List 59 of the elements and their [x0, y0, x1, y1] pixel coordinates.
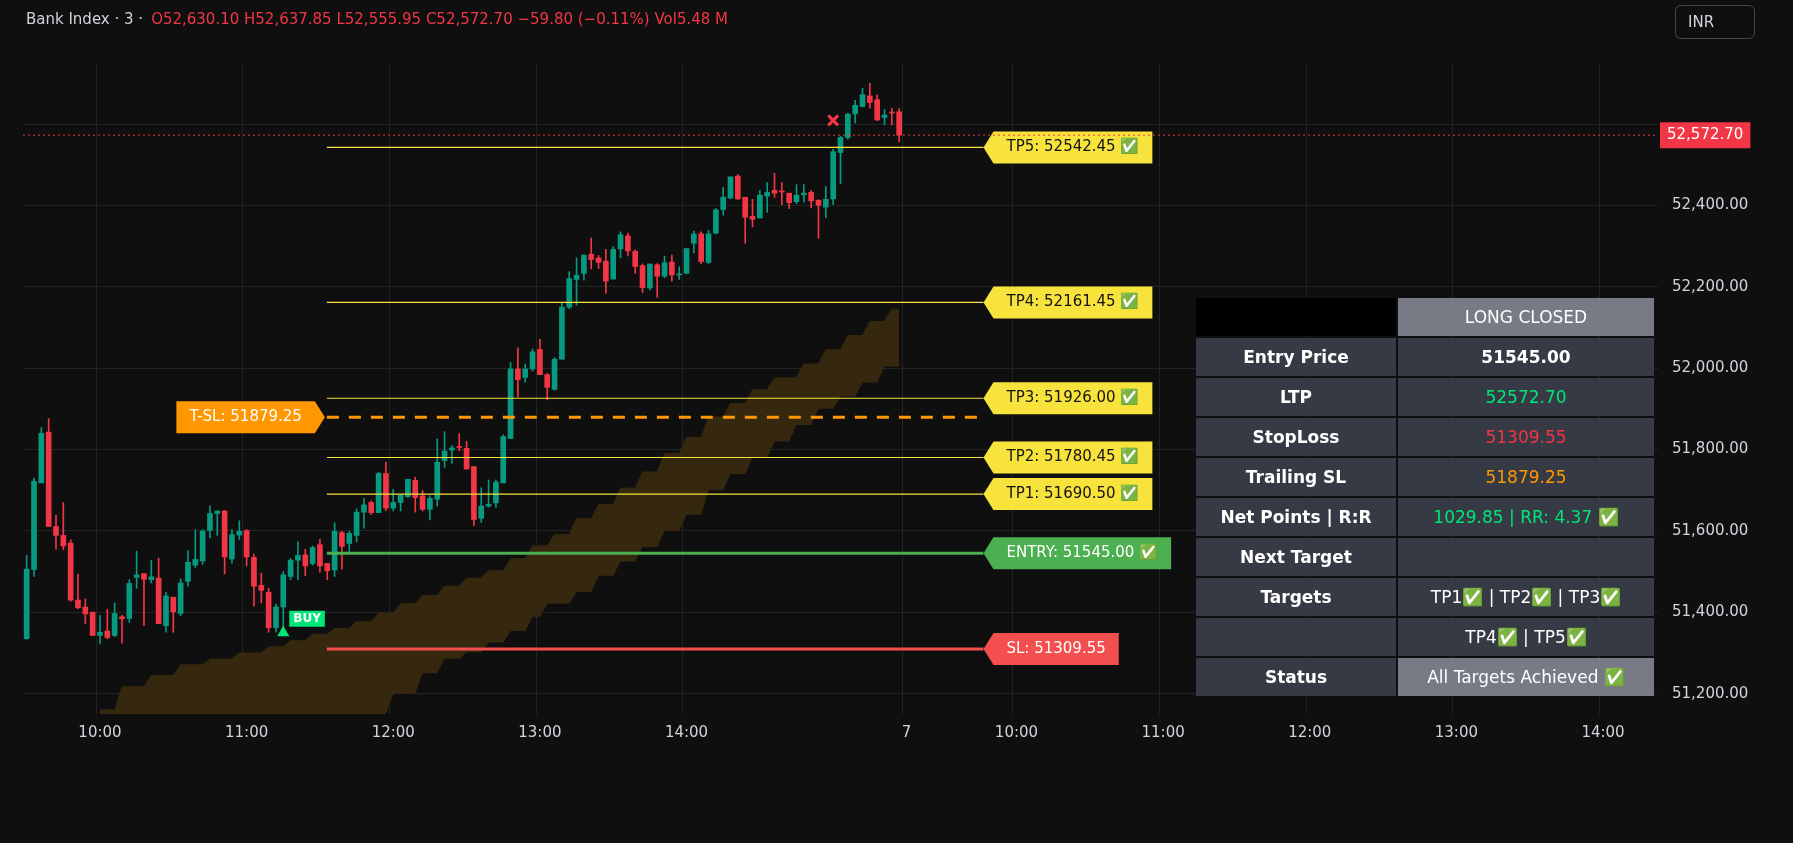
text: Net Points | R:R	[1220, 507, 1372, 527]
x-tick-label: 7	[901, 722, 912, 741]
candlestick	[295, 541, 301, 581]
x-tick-label: 11:00	[225, 722, 269, 741]
text: Targets	[1260, 587, 1332, 607]
text: Next Target	[1240, 547, 1352, 567]
text: 51545.00	[1481, 347, 1571, 367]
ref-line-label: 52,572.70	[1667, 125, 1744, 144]
y-tick-label: 52,400.00	[1672, 195, 1749, 214]
y-tick-label: 52,000.00	[1672, 358, 1749, 377]
x-tick-label: 12:00	[371, 722, 415, 741]
text: Entry Price	[1243, 347, 1349, 367]
text: Status	[1264, 667, 1328, 687]
candlestick	[141, 573, 147, 627]
candlestick	[104, 609, 111, 640]
x-tick-label: 14:00	[1581, 722, 1625, 741]
y-axis-title: INR	[1675, 5, 1755, 39]
y-tick-label: 52,200.00	[1672, 276, 1749, 295]
ref-line-label: ENTRY: 51545.00 ✅	[1006, 543, 1159, 562]
candlestick	[119, 614, 125, 644]
ref-line-label: TP5: 52542.45 ✅	[1005, 137, 1140, 156]
text: All Targets Achieved ✅	[1427, 667, 1625, 687]
y-tick-label: 51,600.00	[1672, 520, 1749, 539]
ref-line-label: TP2: 51780.45 ✅	[1005, 447, 1140, 466]
x-tick-label: 10:00	[994, 722, 1039, 741]
candlestick	[823, 186, 829, 218]
candlestick	[456, 433, 463, 452]
y-tick-label: 51,200.00	[1672, 683, 1749, 702]
chart-subtitle: O52,630.10 H52,637.85 L52,555.95 C52,572.70 −59.80 (−0.11%) Vol5.48 M	[151, 10, 728, 28]
y-tick-label: 51,800.00	[1672, 439, 1749, 458]
ref-line-label: TP4: 52161.45 ✅	[1005, 292, 1140, 311]
text: 1029.85 | RR: 4.37 ✅	[1433, 507, 1619, 527]
data-label: BUY	[293, 611, 322, 626]
candlestick	[515, 347, 521, 398]
text: Trailing SL	[1245, 467, 1347, 487]
x-tick-label: 12:00	[1288, 722, 1332, 741]
text: 51309.55	[1485, 427, 1567, 447]
text: 51879.25	[1485, 467, 1567, 487]
chart-title: Bank Index · 3 ·	[26, 10, 144, 28]
y-tick-label: 51,400.00	[1672, 602, 1749, 621]
x-tick-label: 10:00	[78, 722, 122, 741]
x-tick-label: 11:00	[1141, 722, 1185, 741]
text: LONG CLOSED	[1464, 307, 1588, 327]
text: StopLoss	[1252, 427, 1340, 447]
candlestick	[97, 615, 103, 645]
ref-line-label: TP1: 51690.50 ✅	[1005, 483, 1140, 502]
candlestick	[588, 237, 595, 270]
x-tick-label: 14:00	[664, 722, 709, 741]
candlestick	[148, 559, 155, 584]
text: TP4✅ | TP5✅	[1465, 627, 1587, 647]
ref-line-label: SL: 51309.55	[1006, 638, 1106, 657]
ref-line-label: T-SL: 51879.25	[188, 407, 302, 426]
ref-line-label: TP3: 51926.00 ✅	[1005, 388, 1140, 407]
x-tick-label: 13:00	[1434, 722, 1478, 741]
x-tick-label: 13:00	[518, 722, 562, 741]
candlestick	[801, 184, 807, 203]
text: 52572.70	[1485, 387, 1567, 407]
text: TP1✅ | TP2✅ | TP3✅	[1430, 587, 1622, 607]
text: LTP	[1279, 387, 1313, 407]
